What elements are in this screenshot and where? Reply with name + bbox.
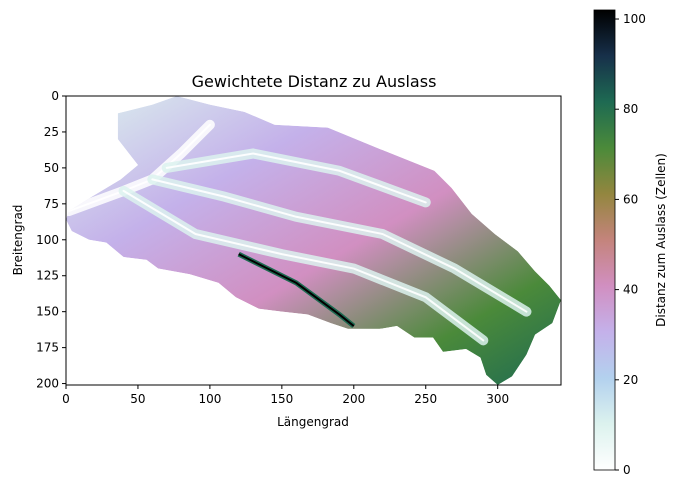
colorbar-tick-label: 80 (623, 102, 638, 116)
y-tick-label: 75 (44, 197, 59, 211)
basin-heatmap (66, 96, 561, 385)
x-tick-label: 300 (486, 392, 509, 406)
y-tick-label: 50 (44, 161, 59, 175)
x-tick-label: 100 (198, 392, 221, 406)
y-axis: 0 25 50 75 100 125 150 175 200 (36, 89, 66, 391)
y-tick-label: 150 (36, 305, 59, 319)
colorbar-tick-label: 20 (623, 373, 638, 387)
stream-core-2 (122, 189, 485, 342)
y-tick-label: 200 (36, 377, 59, 391)
colorbar-tick-label: 40 (623, 283, 638, 297)
x-tick-label: 50 (130, 392, 145, 406)
x-tick-label: 250 (414, 392, 437, 406)
y-tick-label: 125 (36, 269, 59, 283)
x-tick-label: 0 (62, 392, 70, 406)
y-axis-label: Breitengrad (11, 205, 25, 276)
y-tick-label: 25 (44, 125, 59, 139)
y-tick-label: 100 (36, 233, 59, 247)
x-axis: 0 50 100 150 200 250 300 (62, 385, 509, 406)
plot-frame (65, 95, 562, 386)
x-tick-label: 200 (342, 392, 365, 406)
far-channel-core (238, 253, 355, 327)
y-tick-label: 175 (36, 341, 59, 355)
colorbar-tick-label: 100 (623, 12, 646, 26)
colorbar-tick-label: 60 (623, 192, 638, 206)
x-tick-label: 150 (270, 392, 293, 406)
chart-title: Gewichtete Distanz zu Auslass (192, 72, 437, 91)
colorbar-tick-label: 0 (623, 463, 631, 477)
x-axis-label: Längengrad (277, 415, 349, 429)
colorbar (593, 9, 616, 471)
colorbar-label: Distanz zum Auslass (Zellen) (654, 153, 668, 327)
colorbar-ticks: 0 20 40 60 80 100 (615, 12, 646, 477)
stream-core-3 (165, 152, 427, 204)
stream-core-1 (151, 178, 528, 313)
y-tick-label: 0 (51, 89, 59, 103)
